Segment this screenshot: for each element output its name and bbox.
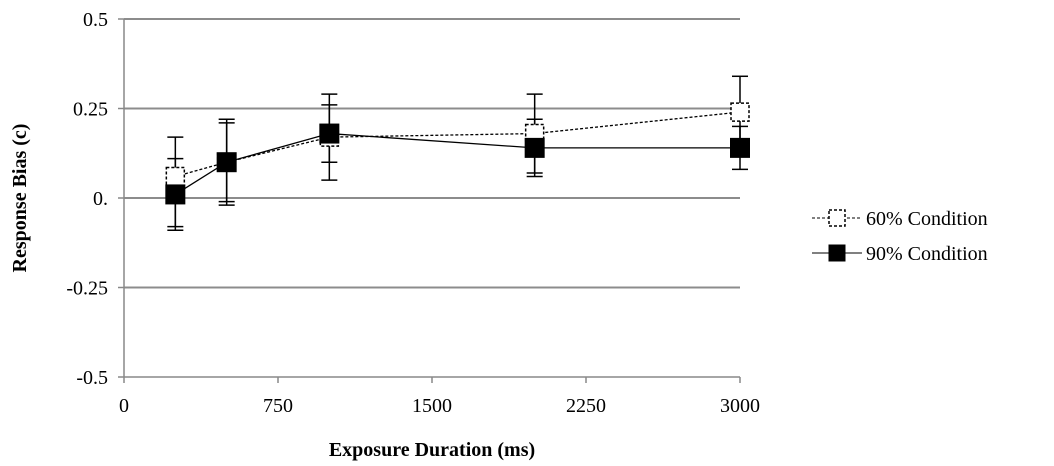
error-bars-60 [167,75,748,231]
point-90 [319,123,340,144]
y-axis-title: Response Bias (c) [9,124,31,273]
gridlines [124,18,740,289]
point-90 [216,152,237,173]
point-90 [165,184,186,205]
series-layer [165,75,750,231]
y-tick-label: 0.25 [73,99,108,121]
y-tick-label: 0. [93,188,108,210]
point-90 [730,137,750,158]
x-tick-labels: 0 750 1500 2250 3000 [119,395,760,417]
y-tick-label: -0.25 [66,278,108,300]
legend-label-60: 60% Condition [866,208,988,230]
y-tick-label: -0.5 [76,367,108,389]
y-tick-labels: 0.5 0.25 0. -0.25 -0.5 [66,9,108,389]
point-60 [165,166,186,187]
series-line-90 [174,132,740,195]
legend-marker-60 [828,209,846,227]
x-axis-title: Exposure Duration (ms) [329,439,535,461]
legend: 60% Condition 90% Condition [812,208,988,265]
error-bars-90 [167,93,748,228]
series-line-60 [175,111,741,178]
axes [118,18,741,383]
legend-label-90: 90% Condition [866,243,988,265]
point-90 [524,137,545,158]
x-tick-label: 0 [119,395,129,417]
x-tick-label: 1500 [412,395,452,417]
point-60 [730,102,750,122]
y-tick-label: 0.5 [83,9,108,31]
x-tick-label: 2250 [566,395,606,417]
x-tick-label: 750 [263,395,293,417]
legend-item-90: 90% Condition [812,243,988,265]
legend-item-60: 60% Condition [812,208,988,230]
x-tick-label: 3000 [720,395,760,417]
legend-marker-90 [828,244,846,262]
